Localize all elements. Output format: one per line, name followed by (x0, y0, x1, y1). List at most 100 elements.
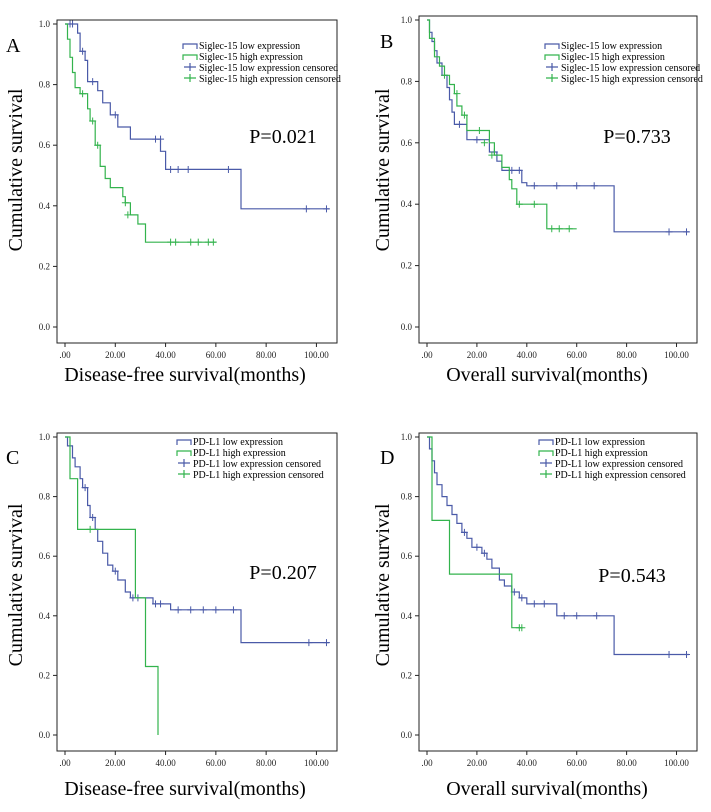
legend-entry: PD-L1 high expression (176, 448, 286, 459)
x-tick-label: 80.00 (256, 758, 277, 768)
legend-entry: Siglec-15 low expression (182, 41, 300, 52)
censor-mark (167, 165, 175, 173)
censor-mark (555, 225, 563, 233)
legend-swatch (176, 450, 192, 456)
legend-label: Siglec-15 low expression censored (199, 63, 338, 74)
x-tick-label: 100.00 (304, 758, 329, 768)
censor-mark (665, 228, 673, 236)
legend-swatch (544, 54, 560, 60)
x-axis-label: Overall survival(months) (446, 364, 648, 386)
censor-mark (480, 549, 488, 557)
legend-label: PD-L1 low expression (555, 437, 645, 448)
censor-mark (111, 111, 119, 119)
y-tick-label: 0.4 (39, 611, 51, 621)
censor-mark (174, 606, 182, 614)
y-tick-label: 0.6 (39, 140, 51, 150)
censor-mark (187, 606, 195, 614)
censor-mark (79, 47, 87, 55)
legend-label: PD-L1 low expression (193, 437, 283, 448)
legend-label: Siglec-15 low expression (199, 41, 300, 52)
x-tick-label: .00 (421, 758, 433, 768)
panel-label: A (6, 35, 21, 57)
x-tick-label: 100.00 (664, 350, 689, 360)
censor-mark (229, 606, 237, 614)
x-tick-label: 60.00 (567, 350, 588, 360)
panel-b: 0.0 0.2 0.4 0.6 0.8 1.0 .00 20.00 40.00 60.00 80.0… (372, 15, 703, 386)
censor-mark (322, 639, 330, 647)
x-axis-label: Disease-free survival(months) (64, 778, 306, 800)
y-tick-label: 0.2 (401, 670, 412, 680)
survival-curve (427, 19, 577, 230)
x-tick-label: .00 (59, 758, 71, 768)
censor-mark (86, 525, 94, 533)
legend-label: Siglec-15 high expression (561, 52, 665, 63)
legend-swatch (184, 63, 196, 71)
legend-entry: Siglec-15 low expression censored (546, 63, 700, 74)
censor-mark (480, 139, 488, 147)
x-tick-label: 100.00 (664, 758, 689, 768)
y-tick-label: 1.0 (401, 432, 413, 442)
y-tick-label: 0.0 (401, 730, 413, 740)
y-tick-label: 1.0 (401, 15, 413, 25)
x-tick-label: 60.00 (206, 758, 227, 768)
survival-curve (65, 436, 329, 644)
plot-frame (418, 15, 698, 344)
censor-mark (224, 165, 232, 173)
legend-swatch (182, 43, 198, 49)
censor-mark (305, 639, 313, 647)
legend-label: Siglec-15 low expression (561, 41, 662, 52)
legend-entry: Siglec-15 high expression censored (184, 74, 341, 85)
legend: PD-L1 low expression PD-L1 high expressi… (176, 437, 324, 481)
x-tick-label: 60.00 (567, 758, 588, 768)
censor-mark (121, 199, 129, 207)
survival-curve (427, 436, 689, 656)
legend: Siglec-15 low expression Siglec-15 high … (182, 41, 341, 85)
legend-label: PD-L1 low expression censored (555, 459, 683, 470)
censor-mark (440, 71, 448, 79)
censor-mark (553, 182, 561, 190)
censor-mark (515, 166, 523, 174)
y-tick-label: 0.6 (39, 551, 51, 561)
y-tick-label: 0.4 (39, 201, 51, 211)
legend-swatch (178, 470, 190, 478)
plot-frame (56, 432, 338, 752)
censor-mark (518, 624, 526, 632)
censor-mark (184, 165, 192, 173)
legend-entry: PD-L1 low expression censored (540, 459, 683, 470)
censor-mark (565, 225, 573, 233)
x-tick-label: 60.00 (206, 350, 227, 360)
y-tick-label: 0.4 (401, 611, 413, 621)
legend-swatch (546, 63, 558, 71)
legend-entry: PD-L1 low expression censored (178, 459, 321, 470)
y-tick-label: 0.6 (401, 138, 413, 148)
censor-mark (683, 228, 691, 236)
y-axis-label: Cumulative survival (372, 503, 394, 666)
survival-curve (65, 436, 159, 735)
legend-label: PD-L1 low expression censored (193, 459, 321, 470)
y-tick-label: 0.4 (401, 199, 413, 209)
panel-label: D (380, 447, 394, 469)
censor-mark (194, 238, 202, 246)
censor-mark (560, 612, 568, 620)
legend-label: Siglec-15 high expression censored (199, 74, 341, 85)
y-tick-label: 0.2 (39, 261, 50, 271)
legend-entry: Siglec-15 high expression censored (546, 74, 703, 85)
censor-mark (172, 238, 180, 246)
panel-label: C (6, 447, 19, 469)
legend-label: Siglec-15 high expression (199, 52, 303, 63)
censor-mark (473, 543, 481, 551)
plot-area: 0.0 0.2 0.4 0.6 0.8 1.0 .00 20.00 40.00 60.00 80.0… (39, 19, 338, 360)
censor-mark (488, 151, 496, 159)
censor-mark (212, 606, 220, 614)
legend-entry: Siglec-15 low expression censored (184, 63, 338, 74)
panel-d: 0.0 0.2 0.4 0.6 0.8 1.0 .00 20.00 40.00 60.00 80.0… (372, 432, 698, 800)
censor-mark (548, 225, 556, 233)
x-tick-label: .00 (59, 350, 71, 360)
y-tick-label: 0.8 (39, 80, 51, 90)
x-tick-label: 40.00 (517, 350, 538, 360)
plot-area: 0.0 0.2 0.4 0.6 0.8 1.0 .00 20.00 40.00 60.00 80.0… (39, 432, 338, 768)
y-tick-label: 0.2 (401, 261, 412, 271)
censor-mark (174, 165, 182, 173)
y-axis-label: Cumulative survival (372, 88, 394, 251)
censor-mark (460, 111, 468, 119)
